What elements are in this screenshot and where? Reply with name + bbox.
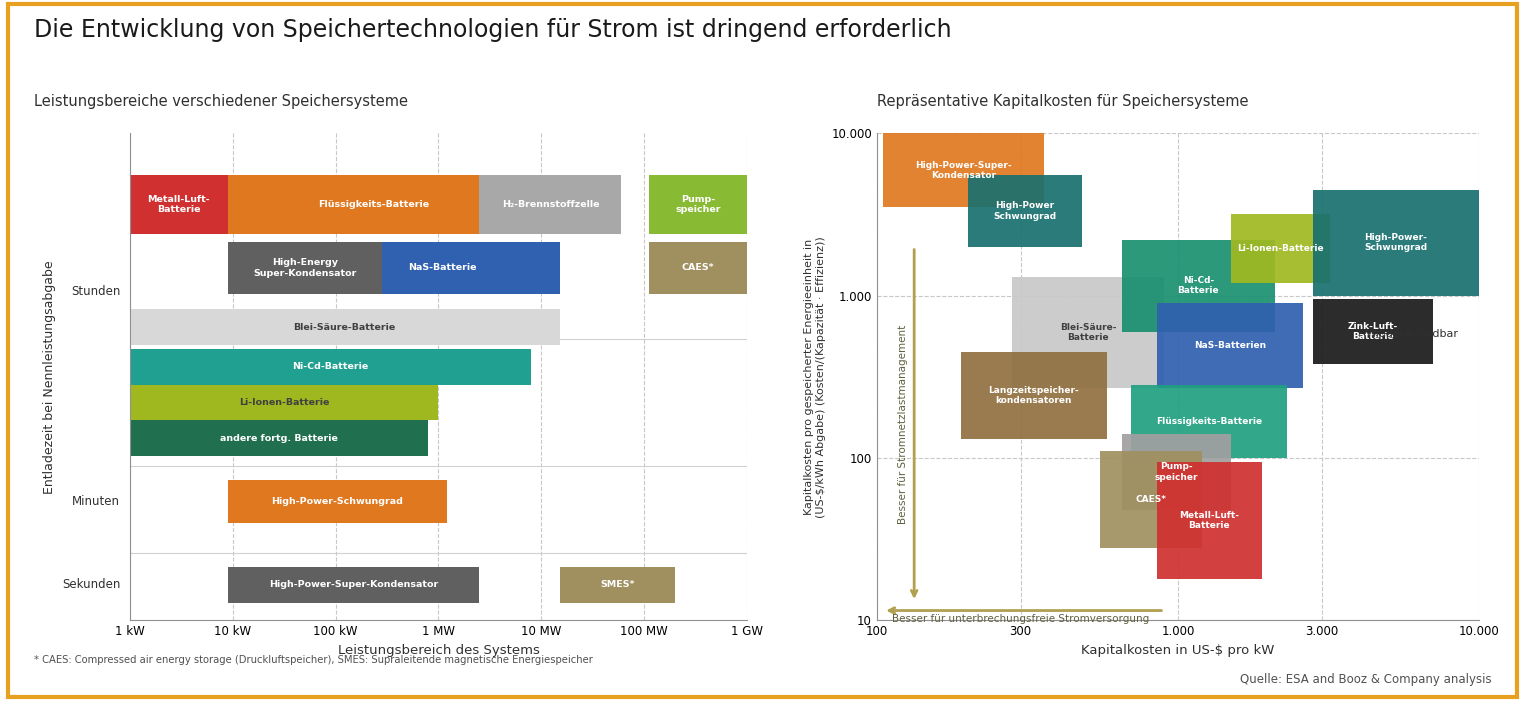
Text: Besser für Stromnetzlastmanagement: Besser für Stromnetzlastmanagement (898, 325, 907, 524)
Text: andere fortg. Batterie: andere fortg. Batterie (220, 434, 339, 443)
Bar (130, 385, 439, 421)
Bar (1313, 189, 1479, 296)
Text: Minuten: Minuten (72, 495, 120, 508)
Bar (130, 421, 429, 456)
Text: High-Power
Schwungrad: High-Power Schwungrad (993, 201, 1057, 221)
Bar (648, 242, 747, 294)
Text: Besser für unterbrechungsfreie Stromversorgung: Besser für unterbrechungsfreie Stromvers… (892, 613, 1150, 624)
Bar (227, 567, 479, 603)
Text: Repräsentative Kapitalkosten für Speichersysteme: Repräsentative Kapitalkosten für Speiche… (877, 94, 1249, 109)
Bar (1122, 240, 1275, 332)
Text: Li-Ionen-Batterie: Li-Ionen-Batterie (239, 398, 329, 407)
Text: Die Entwicklung von Speichertechnologien für Strom ist dringend erforderlich: Die Entwicklung von Speichertechnologien… (34, 18, 952, 41)
Bar (1157, 461, 1263, 579)
Bar (1231, 214, 1330, 283)
Text: Blei-Säure-
Batterie: Blei-Säure- Batterie (1060, 322, 1116, 342)
Text: Flüssigkeits-Batterie: Flüssigkeits-Batterie (317, 200, 429, 209)
Bar (130, 309, 560, 345)
Text: Li-Ionen-Batterie: Li-Ionen-Batterie (1237, 244, 1324, 252)
Bar (479, 175, 622, 234)
Text: H₂-Brennstoffzelle: H₂-Brennstoffzelle (502, 200, 599, 209)
Bar (130, 175, 227, 234)
Text: Langzeitspeicher-
kondensatoren: Langzeitspeicher- kondensatoren (988, 386, 1080, 405)
Text: Sekunden: Sekunden (63, 578, 120, 591)
Text: Wiederaufladbar: Wiederaufladbar (1366, 329, 1459, 339)
Bar (1313, 299, 1432, 364)
Bar (883, 133, 1045, 207)
Text: Entladezeit bei Nennleistungsabgabe: Entladezeit bei Nennleistungsabgabe (43, 260, 56, 494)
Text: Blei-Säure-Batterie: Blei-Säure-Batterie (293, 322, 395, 332)
Bar (648, 175, 747, 234)
Bar (1157, 303, 1302, 388)
Bar (961, 352, 1107, 440)
X-axis label: Kapitalkosten in US-$ pro kW: Kapitalkosten in US-$ pro kW (1081, 644, 1275, 657)
Text: High-Power-
Schwungrad: High-Power- Schwungrad (1365, 233, 1427, 252)
Bar (1011, 277, 1164, 388)
Text: Metall-Luft-
Batterie: Metall-Luft- Batterie (1179, 510, 1240, 530)
Bar (1132, 386, 1287, 458)
X-axis label: Leistungsbereich des Systems: Leistungsbereich des Systems (337, 644, 540, 657)
Text: CAES*: CAES* (682, 264, 714, 273)
Text: Leistungsbereiche verschiedener Speichersysteme: Leistungsbereiche verschiedener Speicher… (34, 94, 407, 109)
Text: NaS-Batterien: NaS-Batterien (1194, 341, 1266, 350)
Text: Pump-
speicher: Pump- speicher (676, 195, 721, 215)
Text: High-Power-Super-Kondensator: High-Power-Super-Kondensator (268, 580, 438, 590)
Bar (1122, 434, 1231, 510)
Text: High-Power-Super-
Kondensator: High-Power-Super- Kondensator (915, 161, 1013, 180)
Text: NaS-Batterie: NaS-Batterie (409, 264, 477, 273)
Bar (130, 349, 531, 385)
Text: CAES*: CAES* (1136, 495, 1167, 504)
Text: Ni-Cd-Batterie: Ni-Cd-Batterie (293, 362, 369, 372)
Text: High-Energy
Super-Kondensator: High-Energy Super-Kondensator (253, 258, 357, 278)
Text: SMES*: SMES* (601, 580, 634, 590)
Text: Pump-
speicher: Pump- speicher (1154, 462, 1199, 482)
Text: * CAES: Compressed air energy storage (Druckluftspeicher), SMES: Supraleitende m: * CAES: Compressed air energy storage (D… (34, 655, 592, 665)
Bar (560, 567, 676, 603)
Bar (227, 479, 447, 524)
Bar (967, 175, 1083, 247)
Text: Flüssigkeits-Batterie: Flüssigkeits-Batterie (1156, 417, 1263, 426)
Text: Stunden: Stunden (72, 285, 120, 298)
Bar (227, 175, 518, 234)
Text: Zink-Luft-
Batterie: Zink-Luft- Batterie (1348, 322, 1398, 341)
Y-axis label: Kapitalkosten pro gespeicherter Energieeinheit in
(US-$/kWh Abgabe) (Kosten/(Kap: Kapitalkosten pro gespeicherter Energiee… (804, 236, 825, 517)
Bar (227, 242, 381, 294)
Bar (1100, 451, 1202, 547)
Text: Metall-Luft-
Batterie: Metall-Luft- Batterie (148, 195, 210, 215)
Bar (325, 242, 560, 294)
Text: Ni-Cd-
Batterie: Ni-Cd- Batterie (1177, 276, 1218, 296)
Text: Quelle: ESA and Booz & Company analysis: Quelle: ESA and Booz & Company analysis (1240, 672, 1491, 686)
Text: High-Power-Schwungrad: High-Power-Schwungrad (271, 497, 403, 506)
